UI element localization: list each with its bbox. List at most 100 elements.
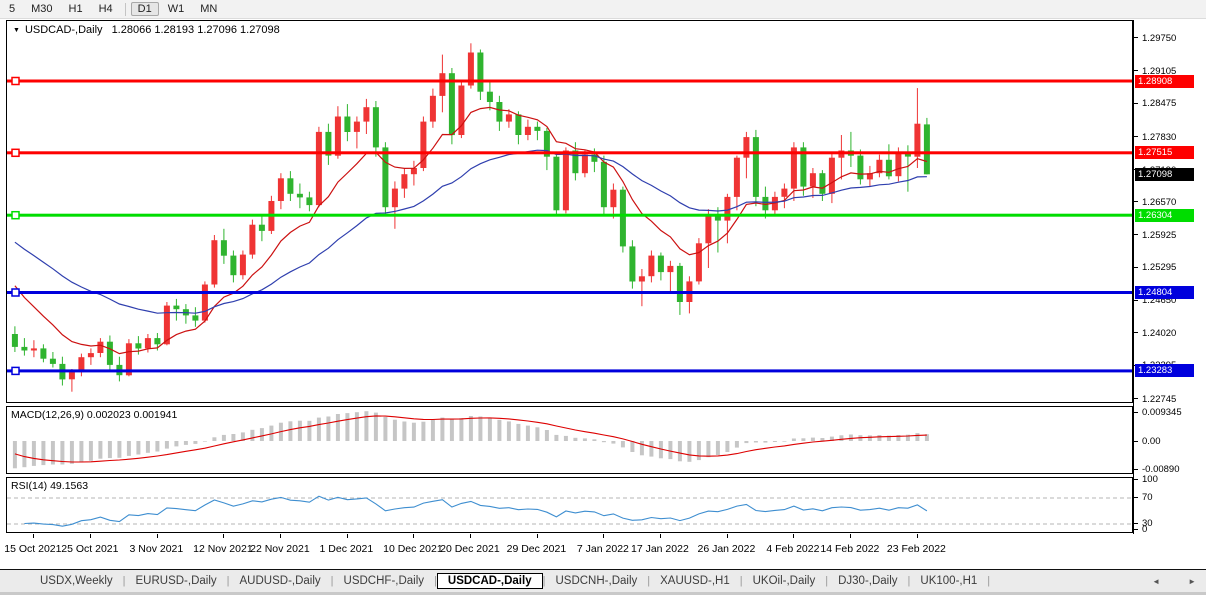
macd-histogram-bar	[164, 441, 169, 449]
tab-audusd-daily[interactable]: AUDUSD-,Daily	[239, 575, 321, 587]
candle-body	[106, 341, 113, 365]
line-anchor-marker[interactable]	[11, 288, 20, 297]
time-axis-tick	[603, 534, 605, 538]
line-anchor-marker[interactable]	[11, 148, 20, 158]
macd-axis-tick	[1134, 468, 1138, 470]
time-axis[interactable]: 15 Oct 2021 25 Oct 2021 3 Nov 2021 12 Nov 2…	[4, 534, 1133, 567]
macd-histogram-bar	[696, 441, 701, 461]
candle-body	[819, 173, 826, 194]
macd-histogram-bar	[839, 435, 844, 441]
time-axis-label: 23 Feb 2022	[886, 543, 946, 555]
toolbar-separator	[124, 2, 126, 16]
macd-histogram-bar	[677, 441, 682, 462]
horizontal-line[interactable]	[7, 151, 1132, 155]
macd-histogram-bar	[421, 421, 426, 441]
candle-body	[239, 254, 246, 276]
tab-usdchf-daily[interactable]: USDCHF-,Daily	[343, 575, 425, 587]
macd-histogram-bar	[620, 441, 625, 448]
tab-usdx-weekly[interactable]: USDX,Weekly	[40, 575, 113, 587]
tab-usdcad-daily[interactable]: USDCAD-,Daily	[436, 573, 543, 589]
candle-body	[448, 73, 455, 136]
rsi-pane[interactable]: RSI(14) 49.1563	[6, 477, 1133, 533]
candle-body	[800, 147, 807, 187]
tab-xauusd-h1[interactable]: XAUUSD-,H1	[660, 575, 730, 587]
macd-histogram-bar	[744, 441, 749, 444]
timeframe-button-mn[interactable]: MN	[200, 3, 218, 15]
candle-body	[401, 174, 408, 189]
price-axis-label: 1.25925	[1142, 229, 1177, 241]
macd-histogram-bar	[734, 441, 739, 448]
line-anchor-marker[interactable]	[11, 210, 20, 220]
macd-histogram-bar	[126, 441, 131, 456]
horizontal-line[interactable]	[7, 369, 1132, 373]
tab-usdcnh-daily[interactable]: USDCNH-,Daily	[555, 575, 638, 587]
tabs-scroll-left-icon[interactable]: ◄	[1152, 577, 1160, 586]
candle-body	[125, 343, 132, 376]
macd-histogram-bar	[107, 441, 112, 459]
macd-histogram-bar	[725, 441, 730, 452]
time-axis-label: 4 Feb 2022	[766, 543, 820, 555]
macd-histogram-bar	[22, 441, 27, 468]
candle-body	[258, 224, 265, 231]
horizontal-line[interactable]	[7, 213, 1132, 217]
horizontal-line[interactable]	[7, 291, 1132, 294]
macd-pane[interactable]: MACD(12,26,9) 0.002023 0.001941	[6, 406, 1133, 474]
candle-body	[334, 116, 341, 156]
rsi-axis-label: 0	[1142, 524, 1148, 535]
candle-body	[496, 102, 503, 122]
candle-body	[87, 353, 94, 358]
macd-histogram-bar	[753, 441, 758, 443]
candle-body	[667, 265, 674, 273]
price-axis-tick	[1134, 398, 1138, 400]
candle-body	[619, 189, 626, 247]
line-anchor-marker[interactable]	[11, 366, 20, 376]
symbol-dropdown-icon[interactable]: ▼	[13, 27, 20, 34]
timeframe-button-w1[interactable]: W1	[167, 3, 185, 15]
time-axis-label: 26 Jan 2022	[697, 543, 756, 555]
macd-histogram-bar	[791, 438, 796, 441]
tab-separator: |	[825, 575, 829, 587]
macd-histogram-bar	[478, 416, 483, 441]
macd-histogram-bar	[98, 441, 103, 459]
timeframe-button-5[interactable]: 5	[9, 3, 16, 15]
macd-histogram-bar	[687, 441, 692, 462]
candle-body	[923, 124, 930, 175]
chart-tabs-bar: USDX,Weekly | EURUSD-,Daily | AUDUSD-,Daily |…	[0, 569, 1206, 592]
time-axis-label: 17 Jan 2022	[630, 543, 689, 555]
macd-histogram-bar	[373, 412, 378, 441]
tab-dj30-daily[interactable]: DJ30-,Daily	[838, 575, 898, 587]
timeframe-button-d1[interactable]: D1	[130, 2, 159, 16]
price-line-tag: 1.27515	[1135, 146, 1194, 160]
tab-ukoil-daily[interactable]: UKOil-,Daily	[752, 575, 816, 587]
macd-label: MACD(12,26,9) 0.002023 0.001941	[11, 409, 178, 421]
price-axis-tick	[1134, 266, 1138, 268]
timeframe-button-h1[interactable]: H1	[68, 3, 83, 15]
macd-histogram-bar	[924, 434, 929, 441]
rsi-label: RSI(14) 49.1563	[11, 480, 89, 492]
price-axis-tick	[1134, 332, 1138, 334]
macd-histogram-bar	[136, 441, 141, 455]
macd-histogram-bar	[563, 435, 568, 441]
timeframe-button-h4[interactable]: H4	[98, 3, 113, 15]
tab-uk100-h1[interactable]: UK100-,H1	[920, 575, 978, 587]
time-axis-label: 3 Nov 2021	[129, 543, 184, 555]
macd-histogram-bar	[183, 441, 188, 445]
rsi-line	[24, 495, 928, 527]
price-chart-pane[interactable]: ▼ USDCAD-,Daily 1.28066 1.28193 1.27096 1.…	[6, 20, 1133, 403]
price-axis[interactable]: 1.297501.291051.284751.278301.271901.265…	[1133, 20, 1206, 535]
macd-histogram-bar	[516, 423, 521, 441]
candle-body	[97, 341, 104, 353]
chart-title: ▼ USDCAD-,Daily 1.28066 1.28193 1.27096 1.…	[13, 24, 280, 36]
time-axis-label: 29 Dec 2021	[506, 543, 567, 555]
candle-body	[11, 334, 18, 347]
candle-body	[249, 224, 256, 255]
tab-separator: |	[987, 575, 991, 587]
line-anchor-marker[interactable]	[11, 76, 20, 86]
time-axis-label: 7 Jan 2022	[576, 543, 629, 555]
horizontal-line[interactable]	[7, 79, 1132, 83]
candle-body	[885, 159, 892, 177]
tab-eurusd-daily[interactable]: EURUSD-,Daily	[135, 575, 217, 587]
timeframe-button-m30[interactable]: M30	[31, 3, 53, 15]
time-axis-tick	[916, 534, 918, 538]
tabs-scroll-right-icon[interactable]: ►	[1188, 577, 1196, 586]
